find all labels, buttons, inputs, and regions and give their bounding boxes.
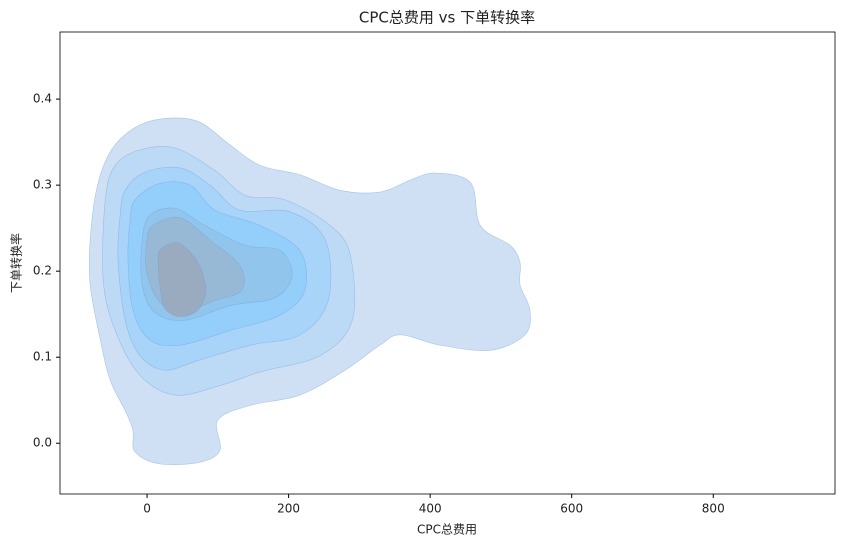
y-tick-label: 0.2	[33, 264, 52, 278]
x-axis-label: CPC总费用	[417, 523, 477, 537]
y-tick-label: 0.4	[33, 92, 52, 106]
density-contour	[157, 242, 207, 318]
y-tick-label: 0.0	[33, 436, 52, 450]
x-tick-label: 200	[277, 502, 300, 516]
x-tick-label: 600	[560, 502, 583, 516]
plot-frame	[59, 31, 836, 495]
y-axis-label: 下单转换率	[9, 233, 24, 293]
x-tick-label: 400	[419, 502, 442, 516]
y-tick-label: 0.1	[33, 350, 52, 364]
x-tick-label: 0	[143, 502, 151, 516]
chart-title: CPC总费用 vs 下单转换率	[359, 9, 535, 27]
x-tick-label: 800	[702, 502, 725, 516]
y-tick-label: 0.3	[33, 178, 52, 192]
